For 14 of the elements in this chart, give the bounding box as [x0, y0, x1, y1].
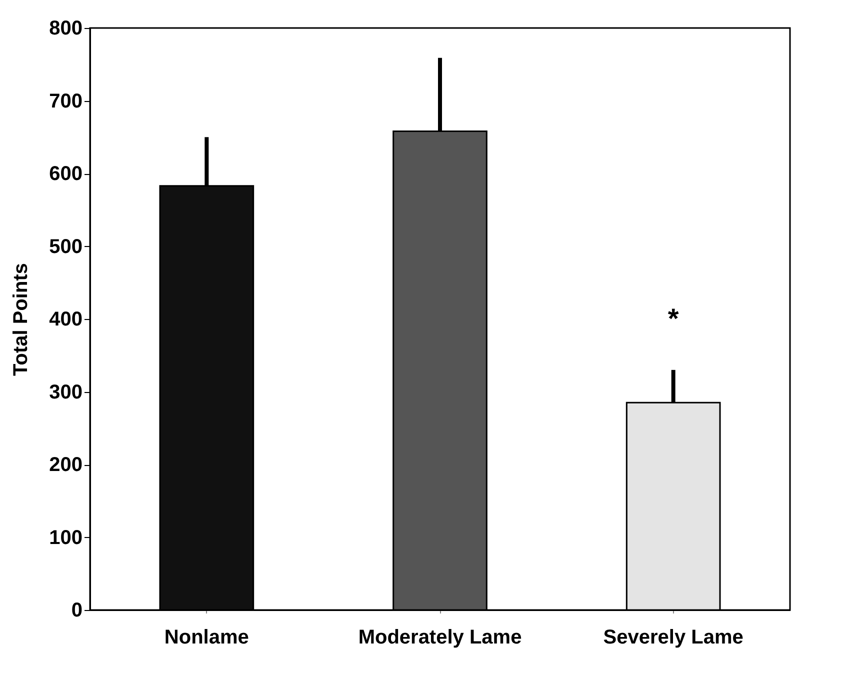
y-tick-label: 100	[49, 526, 82, 549]
y-tick-label: 0	[71, 600, 82, 622]
y-tick-label: 200	[49, 454, 82, 476]
y-tick-label: 700	[49, 90, 82, 112]
annotation: *	[668, 302, 679, 334]
y-tick-label: 800	[49, 18, 82, 40]
y-tick-label: 400	[49, 308, 82, 330]
y-tick-label: 600	[49, 163, 82, 185]
x-tick-label: Moderately Lame	[358, 626, 522, 648]
x-tick-label: Nonlame	[164, 626, 249, 648]
y-axis-title: Total Points	[10, 263, 32, 376]
x-tick-label: Severely Lame	[603, 626, 744, 648]
y-tick-label: 300	[49, 381, 82, 404]
y-tick-label: 500	[49, 236, 82, 258]
